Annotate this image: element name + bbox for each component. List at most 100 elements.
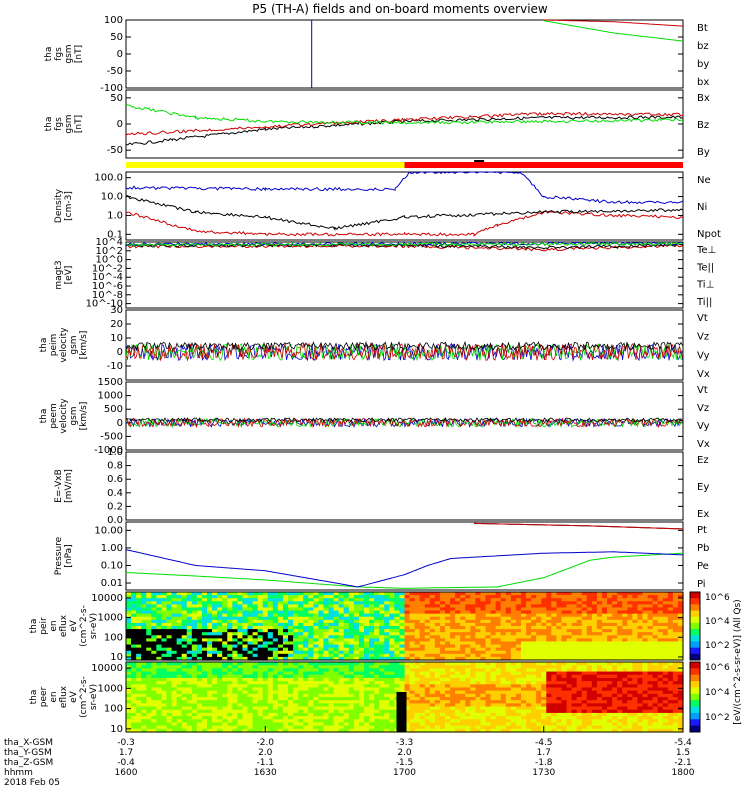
- heatmap-cell: [186, 592, 193, 596]
- heatmap-cell: [161, 709, 168, 714]
- heatmap-cell: [561, 619, 568, 624]
- heatmap-cell: [262, 709, 269, 714]
- heatmap-cell: [536, 610, 542, 615]
- heatmap-cell: [212, 665, 218, 669]
- heatmap-cell: [176, 677, 183, 682]
- heatmap-cell: [293, 665, 299, 669]
- heatmap-cell: [394, 665, 401, 669]
- heatmap-cell: [531, 690, 537, 695]
- heatmap-cell: [369, 716, 375, 720]
- heatmap-cell: [242, 684, 249, 689]
- heatmap-cell: [637, 616, 644, 621]
- heatmap-cell: [455, 647, 461, 652]
- heatmap-cell: [424, 665, 431, 669]
- heatmap-cell: [424, 601, 431, 605]
- heatmap-cell: [237, 706, 244, 711]
- heatmap-cell: [217, 644, 223, 649]
- heatmap-cell: [267, 728, 274, 733]
- heatmap-cell: [166, 632, 173, 636]
- heatmap-cell: [470, 677, 476, 682]
- heatmap-cell: [257, 690, 264, 695]
- heatmap-cell: [424, 619, 431, 624]
- heatmap-cell: [308, 592, 314, 596]
- heatmap-cell: [308, 622, 314, 627]
- heatmap-cell: [288, 728, 294, 733]
- heatmap-cell: [348, 709, 355, 714]
- heatmap-cell: [551, 700, 558, 704]
- heatmap-cell: [146, 604, 152, 609]
- heatmap-cell: [419, 638, 426, 643]
- y-label: gsm: [69, 335, 79, 354]
- heatmap-cell: [424, 677, 431, 682]
- heatmap-cell: [445, 681, 451, 685]
- heatmap-cell: [571, 629, 578, 633]
- heatmap-cell: [242, 601, 249, 605]
- heatmap-cell: [191, 598, 198, 602]
- heatmap-cell: [161, 598, 168, 602]
- heatmap-cell: [439, 638, 446, 643]
- heatmap-cell: [389, 656, 395, 661]
- heatmap-cell: [627, 638, 633, 643]
- heatmap-cell: [298, 598, 304, 602]
- heatmap-cell: [156, 653, 163, 658]
- heatmap-cell: [627, 681, 633, 685]
- heatmap-cell: [510, 693, 517, 698]
- heatmap-cell: [546, 665, 552, 669]
- heatmap-cell: [571, 607, 578, 612]
- y-label: tha: [39, 409, 49, 424]
- heatmap-cell: [358, 693, 365, 698]
- heatmap-cell: [242, 598, 249, 602]
- heatmap-cell: [166, 604, 173, 609]
- heatmap-cell: [363, 604, 370, 609]
- heatmap-cell: [566, 592, 573, 596]
- heatmap-cell: [212, 687, 218, 692]
- heatmap-cell: [470, 716, 476, 720]
- heatmap-cell: [622, 716, 628, 720]
- heatmap-cell: [207, 690, 213, 695]
- heatmap-cell: [652, 644, 659, 649]
- heatmap-cell: [363, 668, 370, 673]
- heatmap-cell: [465, 697, 471, 701]
- heatmap-cell: [272, 622, 279, 627]
- heatmap-cell: [657, 604, 664, 609]
- heatmap-cell: [166, 644, 173, 649]
- heatmap-cell: [222, 650, 228, 655]
- heatmap-cell: [607, 709, 613, 714]
- heatmap-cell: [475, 674, 482, 679]
- heatmap-cell: [262, 641, 269, 646]
- heatmap-cell: [141, 674, 147, 679]
- heatmap-cell: [267, 677, 274, 682]
- heatmap-cell: [207, 681, 213, 685]
- heatmap-cell: [424, 626, 431, 630]
- heatmap-cell: [262, 674, 269, 679]
- heatmap-cell: [242, 616, 249, 621]
- heatmap-cell: [379, 697, 385, 701]
- heatmap-cell: [196, 706, 203, 711]
- heatmap-cell: [348, 681, 355, 685]
- heatmap-cell: [303, 604, 309, 609]
- heatmap-cell: [379, 719, 385, 724]
- heatmap-cell: [343, 668, 350, 673]
- heatmap-cell: [141, 653, 147, 658]
- heatmap-cell: [237, 607, 244, 612]
- heatmap-cell: [156, 709, 163, 714]
- heatmap-cell: [541, 616, 547, 621]
- heatmap-cell: [470, 681, 476, 685]
- heatmap-cell: [262, 616, 269, 621]
- heatmap-cell: [288, 684, 294, 689]
- heatmap-cell: [282, 647, 289, 652]
- heatmap-cell: [480, 690, 487, 695]
- y-tick-label: 10^4: [96, 237, 123, 248]
- heatmap-cell: [647, 647, 654, 652]
- heatmap-cell: [293, 635, 299, 639]
- heatmap-cell: [551, 674, 558, 679]
- heatmap-cell: [151, 671, 157, 676]
- heatmap-cell: [647, 638, 654, 643]
- heatmap-cell: [475, 647, 482, 652]
- heatmap-cell: [637, 684, 644, 689]
- heatmap-cell: [419, 598, 426, 602]
- heatmap-cell: [363, 650, 370, 655]
- heatmap-cell: [313, 677, 320, 682]
- heatmap-cell: [201, 700, 208, 704]
- heatmap-cell: [601, 626, 608, 630]
